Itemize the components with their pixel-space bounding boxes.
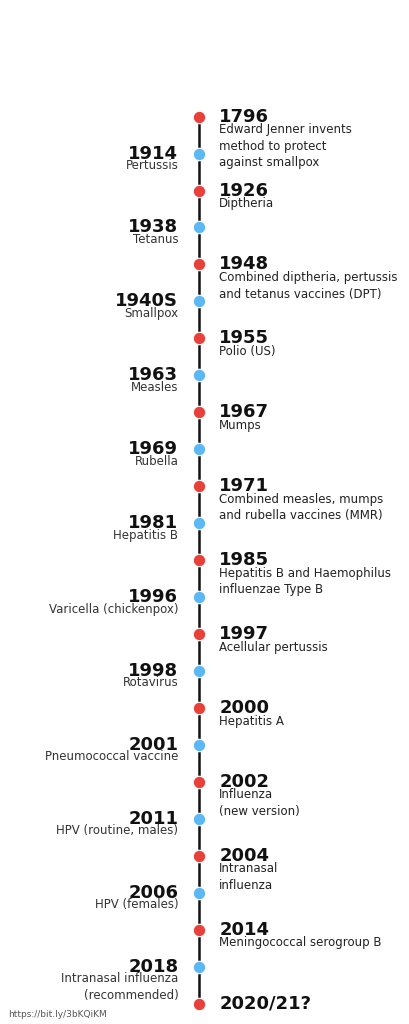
Text: 1981: 1981: [128, 514, 178, 532]
Text: Measles: Measles: [130, 381, 178, 394]
Text: 1914: 1914: [128, 144, 178, 163]
Text: Mumps: Mumps: [219, 419, 261, 432]
Text: 1926: 1926: [219, 181, 269, 200]
Text: 1967: 1967: [219, 403, 269, 421]
Text: 1948: 1948: [219, 255, 269, 273]
Text: 1940S: 1940S: [115, 293, 178, 310]
Text: Smallpox: Smallpox: [124, 307, 178, 319]
Text: 1938: 1938: [128, 218, 178, 237]
Text: 1985: 1985: [219, 551, 269, 569]
Text: 2006: 2006: [128, 884, 178, 902]
Text: Hepatitis B and Haemophilus
influenzae Type B: Hepatitis B and Haemophilus influenzae T…: [219, 566, 391, 596]
Text: 1969: 1969: [128, 440, 178, 458]
Text: 1971: 1971: [219, 477, 269, 496]
Text: 2018: 2018: [128, 957, 178, 976]
Text: Hepatitis B: Hepatitis B: [113, 528, 178, 542]
Text: Polio (US): Polio (US): [219, 345, 275, 358]
Text: HPV (females): HPV (females): [94, 898, 178, 911]
Text: 1955: 1955: [219, 330, 269, 347]
Text: A BRIEF HISTORY OF: A BRIEF HISTORY OF: [93, 20, 316, 40]
Text: https://bit.ly/3bKQiKM: https://bit.ly/3bKQiKM: [8, 1011, 107, 1019]
Text: VACCINES: VACCINES: [124, 60, 285, 88]
Text: Hepatitis A: Hepatitis A: [219, 715, 283, 728]
Text: 2000: 2000: [219, 699, 269, 717]
Text: 1998: 1998: [128, 662, 178, 680]
Text: Combined diptheria, pertussis
and tetanus vaccines (DPT): Combined diptheria, pertussis and tetanu…: [219, 271, 397, 301]
Text: HPV (routine, males): HPV (routine, males): [56, 824, 178, 838]
Text: Edward Jenner invents
method to protect
against smallpox: Edward Jenner invents method to protect …: [219, 123, 351, 169]
Text: 2002: 2002: [219, 773, 269, 791]
Text: Rubella: Rubella: [134, 455, 178, 468]
Text: 1996: 1996: [128, 588, 178, 606]
Text: Tetanus: Tetanus: [133, 233, 178, 246]
Text: 1997: 1997: [219, 625, 269, 643]
Text: 2001: 2001: [128, 736, 178, 754]
Text: Intranasal
influenza: Intranasal influenza: [219, 862, 278, 892]
Text: Rotavirus: Rotavirus: [122, 677, 178, 689]
Text: 2020/21?: 2020/21?: [219, 994, 310, 1013]
Text: Acellular pertussis: Acellular pertussis: [219, 641, 327, 653]
Text: Meningococcal serogroup B: Meningococcal serogroup B: [219, 936, 381, 949]
Text: 2011: 2011: [128, 810, 178, 827]
Text: 1963: 1963: [128, 367, 178, 384]
Text: Diptheria: Diptheria: [219, 198, 274, 210]
Text: Intranasal influenza
(recommended): Intranasal influenza (recommended): [61, 972, 178, 1001]
Text: Combined measles, mumps
and rubella vaccines (MMR): Combined measles, mumps and rubella vacc…: [219, 493, 383, 522]
Text: Pertussis: Pertussis: [125, 159, 178, 172]
Text: 1796: 1796: [219, 108, 269, 126]
Text: Pneumococcal vaccine: Pneumococcal vaccine: [45, 751, 178, 764]
Text: Varicella (chickenpox): Varicella (chickenpox): [49, 602, 178, 615]
Text: 2004: 2004: [219, 847, 269, 864]
Text: Influenza
(new version): Influenza (new version): [219, 788, 299, 818]
Text: 2014: 2014: [219, 921, 269, 939]
